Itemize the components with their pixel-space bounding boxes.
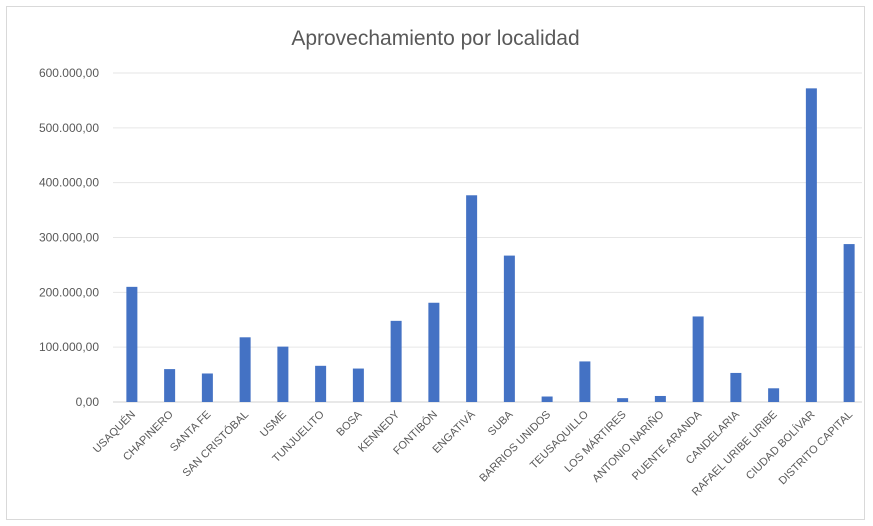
- bar: [542, 397, 553, 402]
- bar: [240, 337, 251, 402]
- bar: [391, 321, 402, 402]
- x-tick-label: PUENTE ARANDA: [630, 408, 705, 483]
- bar: [693, 316, 704, 402]
- y-tick-label: 200.000,00: [39, 285, 99, 299]
- bar: [315, 366, 326, 402]
- bar: [844, 244, 855, 402]
- bar: [202, 373, 213, 402]
- bar: [730, 373, 741, 402]
- x-tick-label: CIUDAD BOLÍVAR: [743, 408, 817, 482]
- y-tick-label: 300.000,00: [39, 231, 99, 245]
- bar: [428, 303, 439, 402]
- x-tick-label: ANTONIO NARIÑO: [590, 408, 667, 485]
- bar: [277, 347, 288, 402]
- bar: [466, 195, 477, 402]
- bar: [126, 287, 137, 402]
- y-tick-label: 600.000,00: [39, 66, 99, 80]
- x-tick-label: BARRIOS UNIDOS: [477, 409, 553, 485]
- y-tick-label: 100.000,00: [39, 340, 99, 354]
- bar: [504, 256, 515, 402]
- bar: [164, 369, 175, 402]
- x-tick-label: USME: [258, 409, 289, 440]
- bar: [617, 398, 628, 402]
- bar: [353, 369, 364, 402]
- x-tick-label: BOSA: [334, 408, 365, 439]
- bar: [806, 88, 817, 402]
- x-tick-label: SAN CRISTÓBAL: [180, 408, 251, 479]
- y-tick-label: 400.000,00: [39, 176, 99, 190]
- x-tick-label: DISTRITO CAPITAL: [777, 409, 856, 488]
- bar: [768, 388, 779, 402]
- bar: [655, 396, 666, 402]
- bar: [579, 361, 590, 402]
- x-tick-label: SUBA: [486, 408, 516, 438]
- y-tick-label: 0,00: [76, 395, 100, 409]
- y-tick-label: 500.000,00: [39, 121, 99, 135]
